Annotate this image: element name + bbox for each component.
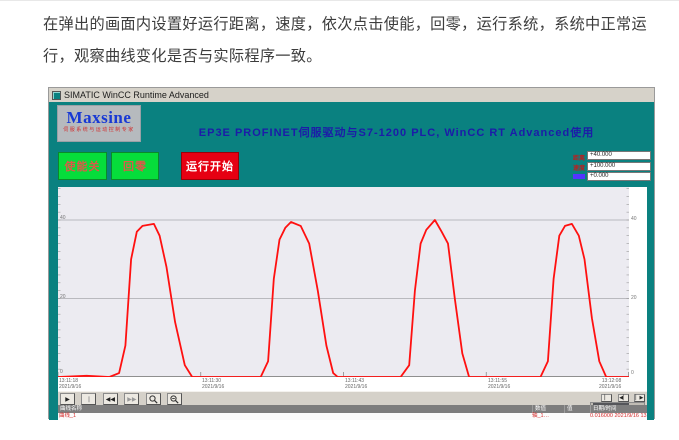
right-axis-strip: 40 20 0 (629, 187, 647, 391)
distance-label: 距离 (572, 156, 585, 162)
page-title: EP3E PROFINET伺服驱动与S7-1200 PLC, WinCC RT … (198, 127, 595, 139)
y-tick-left-40: 40 (60, 215, 66, 221)
pause-icon[interactable]: ∥ (81, 393, 97, 405)
window-title: SIMATIC WinCC Runtime Advanced (64, 90, 209, 100)
distance-input[interactable]: +40.000 (587, 151, 651, 160)
step-forward-icon[interactable]: ▶▶ (124, 393, 140, 405)
enable-button[interactable]: 使能关 (58, 152, 107, 180)
x-tick-3: 13:11:43 2021/9/16 (345, 378, 368, 390)
col-value-axis: 数值 (532, 405, 564, 413)
y-tick-right-0: 0 (631, 370, 634, 376)
wincc-runtime-window: SIMATIC WinCC Runtime Advanced Maxsine 伺… (48, 87, 655, 420)
play-icon[interactable]: ▶ (60, 393, 75, 405)
prev-value-icon[interactable]: ◀▏ (617, 394, 629, 402)
speed-input[interactable]: +100.000 (587, 161, 651, 171)
home-zero-button[interactable]: 回零 (111, 152, 159, 180)
ruler-table-header: 曲线名称 数值 值 日期/时间 (58, 405, 647, 413)
maxsine-logo: Maxsine 伺服系统与运动控制专家 (57, 105, 141, 142)
curve-value-box[interactable]: +0.000 (587, 172, 651, 181)
ruler-table-row[interactable]: 曲线_1 轴_1… 0.016000 2021/9/16 13:11:… (58, 413, 647, 420)
col-datetime: 日期/时间 (590, 405, 647, 413)
col-curve-name: 曲线名称 (60, 406, 83, 412)
app-icon (52, 90, 61, 100)
next-value-icon[interactable]: ▏▶ (634, 394, 645, 402)
x-tick-5: 13:12:08 2021/9/16 (599, 378, 622, 390)
col-value: 值 (564, 405, 590, 413)
run-start-button[interactable]: 运行开始 (181, 152, 239, 180)
trend-control: 40 20 0 40 20 0 13:11:18 2021/9/16 13:11:… (57, 187, 647, 391)
curve-legend-swatch (573, 174, 585, 179)
trend-toolbar: ▶ ∥ ◀◀ ▶▶ ▏ ◀▏ ▏▶ (58, 391, 647, 406)
y-tick-right-20: 20 (631, 295, 637, 301)
intro-paragraph: 在弹出的画面内设置好运行距离，速度，依次点击使能，回零，运行系统，系统中正常运行… (43, 16, 648, 65)
zoom-in-icon[interactable] (145, 393, 161, 405)
y-tick-right-40: 40 (631, 216, 637, 222)
y-tick-left-20: 20 (60, 294, 66, 300)
trend-plot-area: 40 20 0 (57, 187, 629, 378)
step-back-icon[interactable]: ◀◀ (102, 393, 118, 405)
logo-text: Maxsine (66, 108, 132, 127)
y-tick-left-0: 0 (60, 369, 63, 375)
x-tick-2: 13:11:30 2021/9/16 (202, 378, 225, 390)
hmi-screen: Maxsine 伺服系统与运动控制专家 EP3E PROFINET伺服驱动与S7… (49, 102, 654, 420)
trend-plot-svg (57, 188, 629, 378)
logo-slogan: 伺服系统与运动控制专家 (63, 127, 135, 133)
x-tick-1: 13:11:18 2021/9/16 (59, 378, 82, 390)
x-tick-4: 13:11:55 2021/9/16 (488, 378, 511, 390)
ruler-icon[interactable]: ▏ (601, 394, 613, 402)
window-titlebar[interactable]: SIMATIC WinCC Runtime Advanced (49, 88, 654, 102)
zoom-out-icon[interactable] (167, 393, 183, 405)
scrollbar-thumb[interactable] (593, 403, 629, 405)
speed-label: 速度 (572, 166, 585, 172)
